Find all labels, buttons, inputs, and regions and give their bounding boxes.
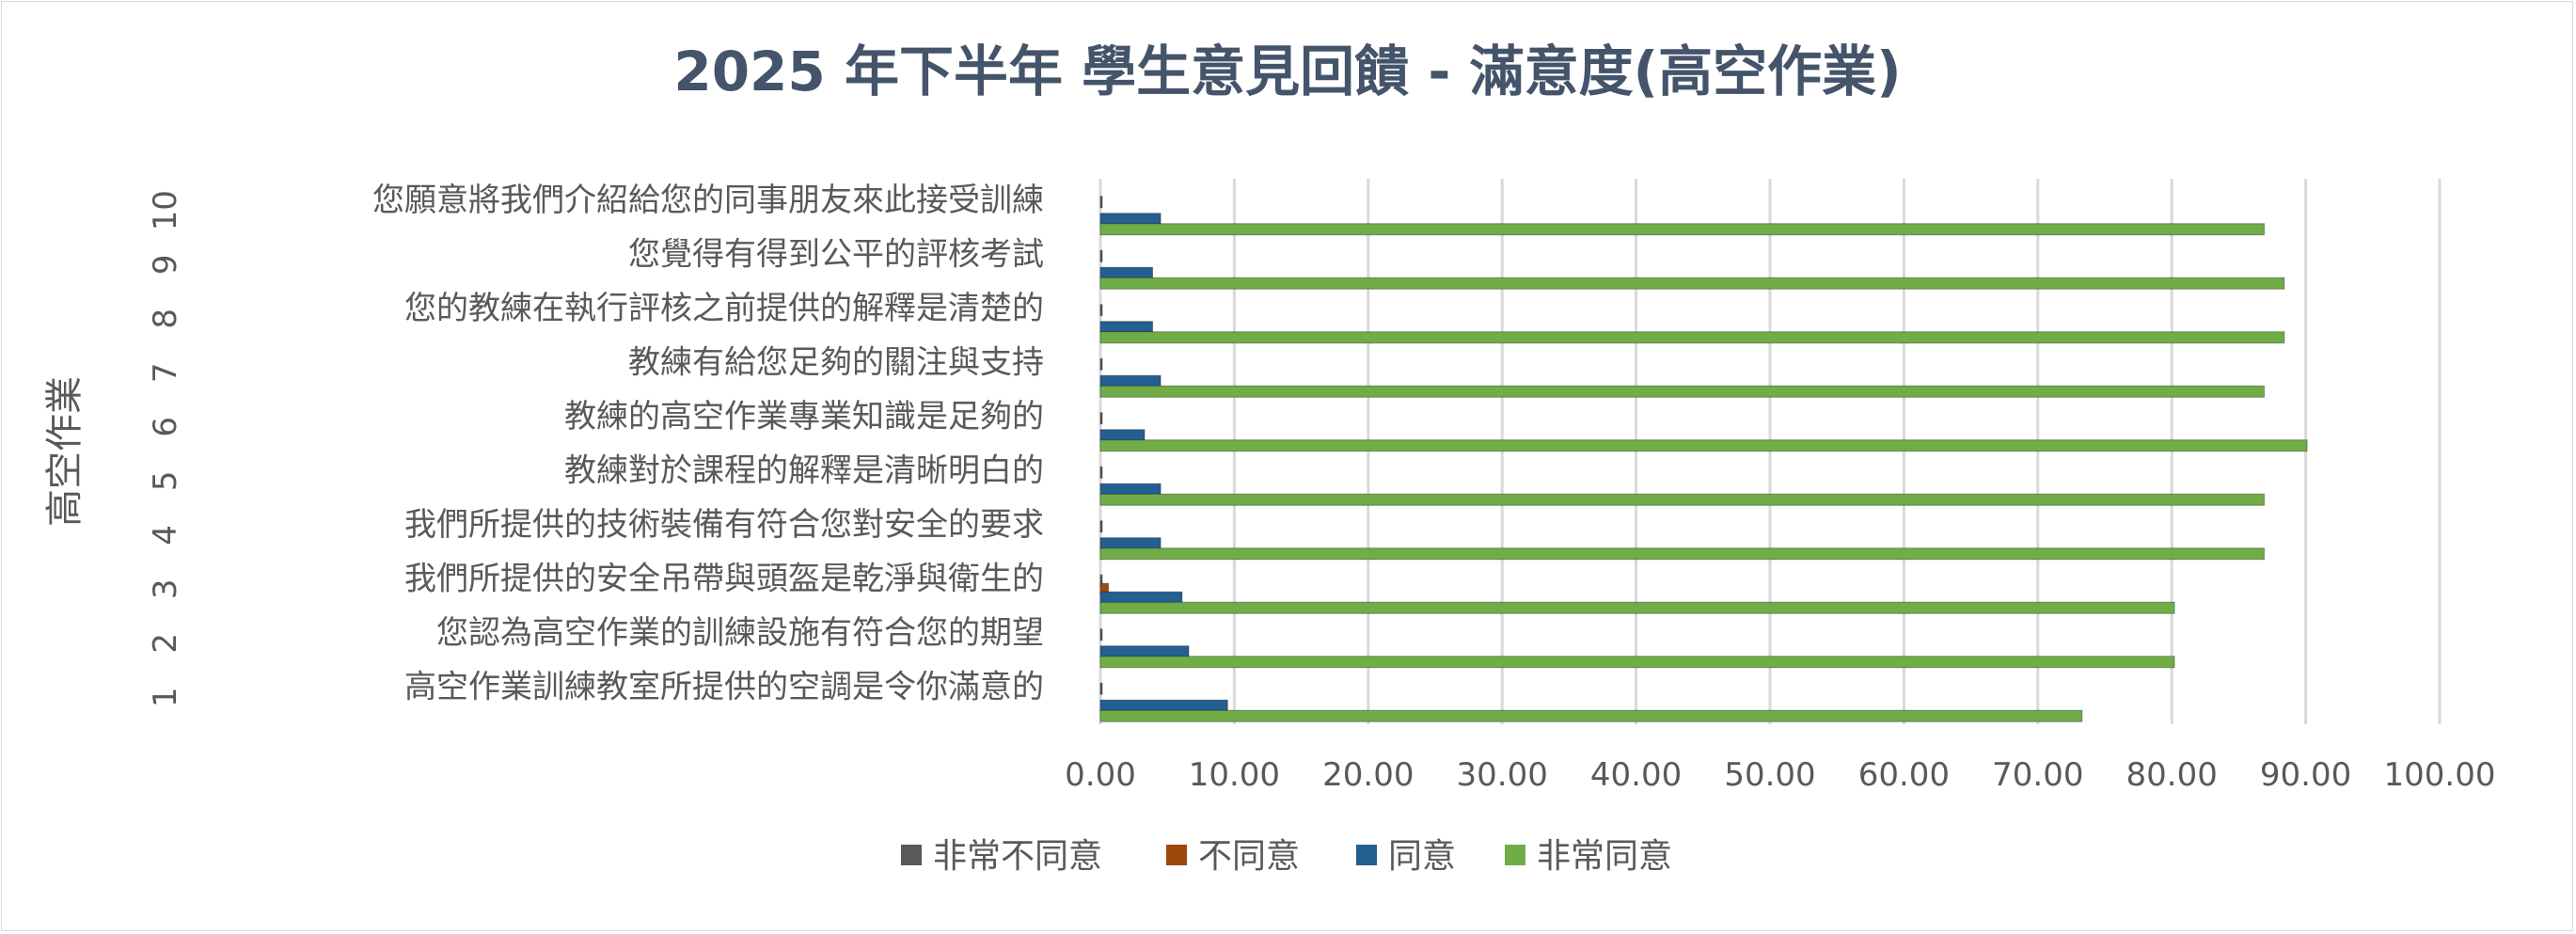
bar-4: [1099, 709, 2083, 722]
x-tick-label: 70.00: [1992, 756, 2083, 794]
category-label: 高空作業訓練教室所提供的空調是令你滿意的: [404, 668, 1044, 705]
x-tick-label: 0.00: [1065, 756, 1136, 794]
bar-1: [1099, 196, 1103, 209]
bar-3: [1099, 266, 1154, 279]
category-label: 教練對於課程的解釋是清晰明白的: [564, 451, 1044, 489]
bar-3: [1099, 321, 1154, 334]
legend-label: 同意: [1388, 837, 1456, 876]
x-tick-label: 90.00: [2260, 756, 2351, 794]
category-label: 我們所提供的技術裝備有符合您對安全的要求: [404, 506, 1044, 544]
category-number: 4: [147, 525, 184, 546]
category-label: 教練的高空作業專業知識是足夠的: [564, 398, 1044, 435]
legend-swatch: [901, 845, 922, 865]
bar-1: [1099, 520, 1103, 533]
bar-3: [1099, 374, 1162, 388]
category-number: 10: [147, 190, 184, 230]
legend-label: 非常同意: [1537, 837, 1672, 876]
y-axis-title: 高空作業: [43, 376, 87, 527]
legend-swatch: [1505, 845, 1525, 865]
bar-3: [1099, 645, 1190, 658]
bar-1: [1099, 249, 1103, 262]
x-tick-label: 50.00: [1724, 756, 1815, 794]
legend-swatch: [1356, 845, 1377, 865]
category-number: 9: [147, 254, 184, 275]
bar-4: [1099, 493, 2265, 506]
bar-1: [1099, 412, 1103, 425]
bar-3: [1099, 213, 1162, 226]
category-label: 您的教練在執行評核之前提供的解釋是清楚的: [404, 290, 1044, 327]
legend-label: 不同意: [1198, 837, 1300, 876]
bar-3: [1099, 429, 1146, 442]
bar-4: [1099, 439, 2308, 452]
bar-4: [1099, 601, 2175, 614]
bar-4: [1099, 277, 2285, 290]
bar-1: [1099, 466, 1103, 479]
legend-label: 非常不同意: [933, 837, 1102, 876]
bar-3: [1099, 483, 1162, 496]
x-tick-label: 30.00: [1457, 756, 1548, 794]
bar-4: [1099, 223, 2265, 236]
chart-title: 2025 年下半年 學生意見回饋 - 滿意度(高空作業): [673, 40, 1901, 103]
bar-4: [1099, 331, 2285, 344]
category-number: 5: [147, 470, 184, 491]
bar-1: [1099, 304, 1103, 317]
bar-3: [1099, 699, 1228, 712]
category-number: 7: [147, 362, 184, 383]
bar-4: [1099, 656, 2175, 669]
category-label: 您覺得有得到公平的評核考試: [628, 235, 1044, 273]
x-tick-label: 10.00: [1189, 756, 1280, 794]
x-tick-label: 80.00: [2126, 756, 2218, 794]
category-number: 8: [147, 309, 184, 329]
bar-1: [1099, 628, 1103, 641]
category-number: 3: [147, 578, 184, 599]
category-label: 您願意將我們介紹給您的同事朋友來此接受訓練: [372, 182, 1044, 219]
x-tick-label: 20.00: [1322, 756, 1414, 794]
legend-swatch: [1166, 845, 1187, 865]
bar-1: [1099, 682, 1103, 695]
category-label: 您認為高空作業的訓練設施有符合您的期望: [436, 614, 1044, 652]
bar-4: [1099, 547, 2265, 561]
category-number: 6: [147, 417, 184, 437]
category-number: 1: [147, 687, 184, 707]
category-label: 教練有給您足夠的關注與支持: [628, 343, 1044, 381]
bar-4: [1099, 385, 2265, 398]
category-number: 2: [147, 633, 184, 654]
bar-1: [1099, 357, 1103, 371]
x-tick-label: 40.00: [1590, 756, 1682, 794]
bar-3: [1099, 537, 1162, 550]
x-tick-label: 60.00: [1858, 756, 1950, 794]
category-label: 我們所提供的安全吊帶與頭盔是乾淨與衛生的: [404, 560, 1044, 597]
bar-3: [1099, 591, 1183, 604]
x-tick-label: 100.00: [2384, 756, 2496, 794]
